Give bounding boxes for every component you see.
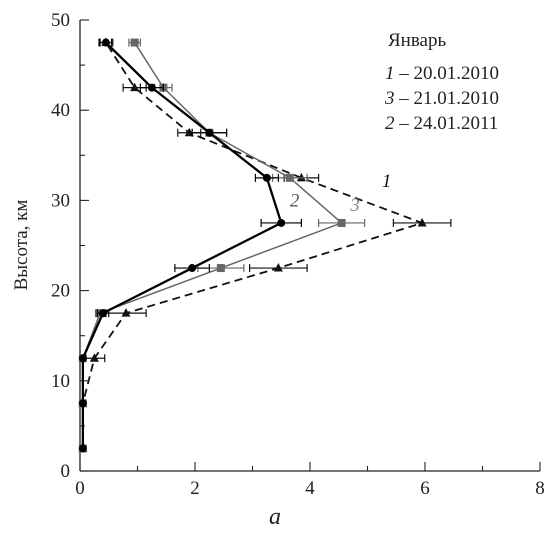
data-point	[89, 353, 99, 362]
legend-entry-text: – 24.01.2011	[395, 113, 499, 134]
series-line	[81, 41, 283, 449]
legend-entry: 3 – 21.01.2010	[384, 88, 499, 109]
series-2	[78, 38, 302, 453]
legend-entry: 2 – 24.01.2011	[385, 113, 498, 134]
data-point	[99, 309, 107, 318]
legend: Январь 1 – 20.01.2010 3 – 21.01.2010 2 –…	[384, 30, 499, 134]
x-tick-label: 6	[420, 478, 430, 499]
axes: 0 2 4 6 8 0 10 20 30 40 50	[51, 10, 545, 499]
data-point	[188, 264, 197, 273]
series-inline-label: 3	[349, 195, 360, 216]
data-point	[78, 399, 87, 408]
panel-label: a	[269, 504, 281, 530]
x-tick-label: 8	[535, 478, 545, 499]
data-point	[205, 128, 214, 137]
legend-entry-text: – 21.01.2010	[395, 88, 500, 109]
y-tick-label: 50	[51, 10, 70, 31]
data-point	[262, 173, 271, 182]
data-point	[296, 172, 306, 182]
y-tick-label: 40	[51, 100, 70, 121]
y-tick-label: 10	[51, 371, 70, 392]
data-point	[216, 264, 225, 273]
data-point	[78, 444, 87, 453]
legend-entry-text: – 20.01.2010	[395, 63, 500, 84]
data-point	[184, 127, 194, 137]
legend-entry: 1 – 20.01.2010	[385, 63, 499, 84]
legend-entry-num: 1	[385, 63, 395, 84]
data-point	[337, 218, 346, 227]
data-point	[277, 218, 286, 227]
data-point	[285, 173, 294, 182]
data-point	[78, 354, 87, 363]
series-line	[81, 42, 424, 449]
legend-entry-num: 3	[384, 88, 395, 109]
legend-entry-num: 2	[385, 113, 395, 134]
series-3	[78, 38, 366, 453]
y-tick-label: 20	[51, 281, 70, 302]
data-point	[130, 38, 139, 47]
legend-title: Январь	[388, 30, 446, 51]
series-inline-label: 2	[290, 191, 300, 212]
series-layer	[78, 37, 452, 453]
data-point	[101, 38, 110, 47]
series-inline-label: 1	[382, 171, 392, 192]
labels-layer: 1 2 3	[290, 171, 392, 216]
x-tick-label: 0	[75, 478, 85, 499]
series-line	[82, 42, 343, 449]
y-tick-label: 0	[61, 461, 71, 482]
data-point	[273, 263, 283, 272]
x-tick-label: 2	[190, 478, 200, 499]
y-axis-label: Высота, км	[11, 200, 32, 291]
data-point	[121, 308, 131, 317]
data-point	[417, 217, 427, 227]
data-point	[130, 82, 140, 92]
data-point	[147, 83, 156, 92]
x-tick-label: 4	[305, 478, 315, 499]
y-tick-label: 30	[51, 190, 70, 211]
